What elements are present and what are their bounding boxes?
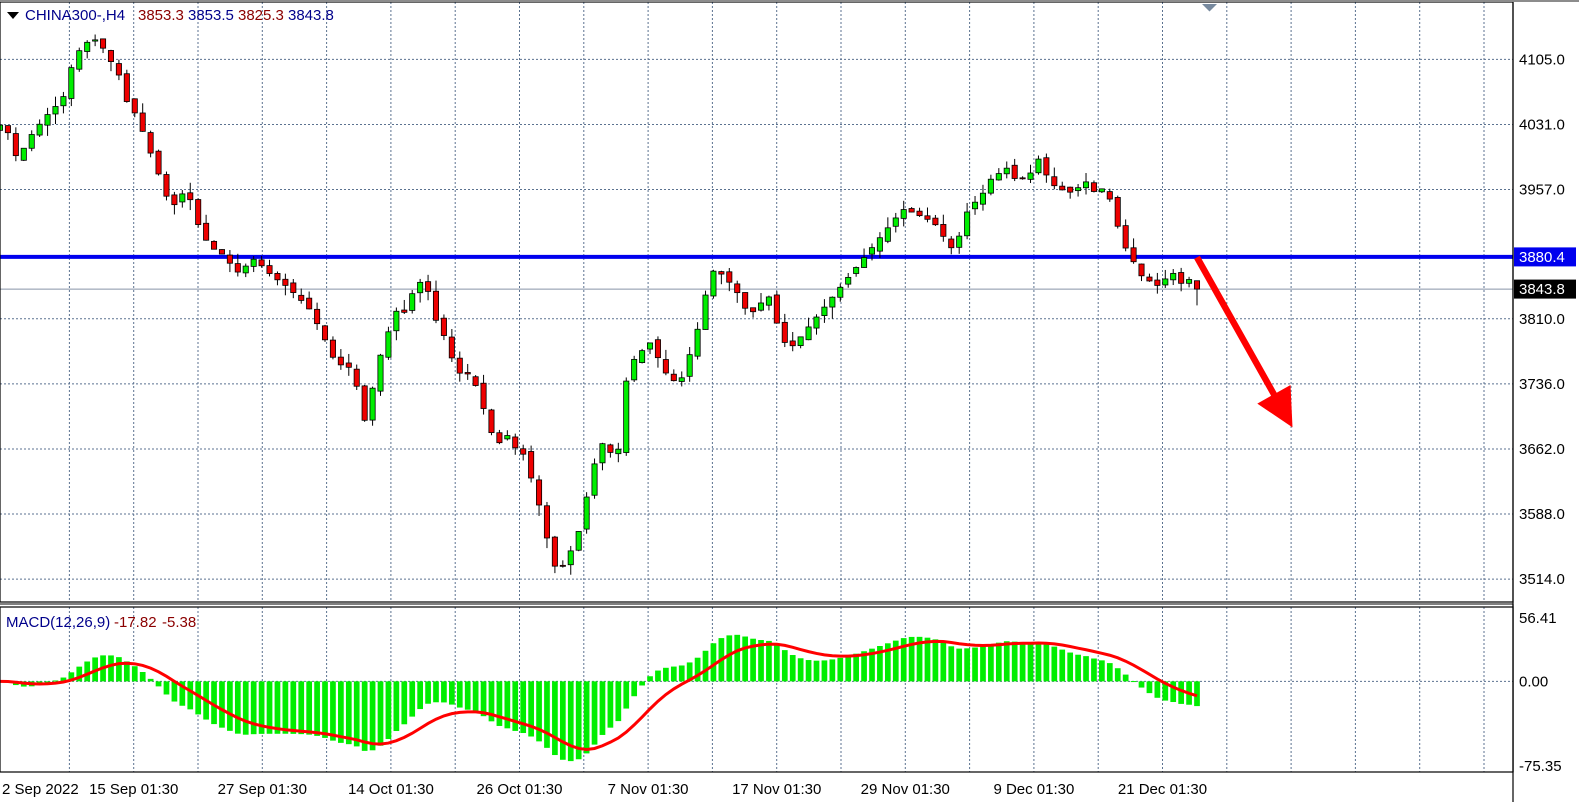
svg-text:0.00: 0.00 — [1519, 673, 1548, 690]
svg-text:-5.38: -5.38 — [162, 614, 196, 631]
svg-text:17 Nov 01:30: 17 Nov 01:30 — [732, 781, 821, 798]
svg-text:3810.0: 3810.0 — [1519, 311, 1565, 328]
svg-text:-17.82: -17.82 — [114, 614, 157, 631]
svg-text:7 Nov 01:30: 7 Nov 01:30 — [608, 781, 689, 798]
svg-text:3843.8: 3843.8 — [1519, 281, 1565, 298]
svg-text:3514.0: 3514.0 — [1519, 571, 1565, 588]
svg-text:3662.0: 3662.0 — [1519, 441, 1565, 458]
svg-text:56.41: 56.41 — [1519, 610, 1557, 627]
svg-text:CHINA300-,H4: CHINA300-,H4 — [25, 7, 125, 24]
svg-text:3853.5: 3853.5 — [188, 7, 234, 24]
svg-text:3853.3: 3853.3 — [138, 7, 184, 24]
svg-text:3736.0: 3736.0 — [1519, 376, 1565, 393]
svg-text:3880.4: 3880.4 — [1519, 249, 1565, 266]
svg-text:27 Sep 01:30: 27 Sep 01:30 — [218, 781, 307, 798]
svg-text:-75.35: -75.35 — [1519, 758, 1562, 775]
svg-text:MACD(12,26,9): MACD(12,26,9) — [6, 614, 110, 631]
svg-text:3825.3: 3825.3 — [238, 7, 284, 24]
svg-text:3588.0: 3588.0 — [1519, 506, 1565, 523]
svg-text:3843.8: 3843.8 — [288, 7, 334, 24]
svg-text:14 Oct 01:30: 14 Oct 01:30 — [348, 781, 434, 798]
svg-text:4031.0: 4031.0 — [1519, 116, 1565, 133]
svg-text:9 Dec 01:30: 9 Dec 01:30 — [993, 781, 1074, 798]
svg-text:3957.0: 3957.0 — [1519, 182, 1565, 199]
svg-text:15 Sep 01:30: 15 Sep 01:30 — [89, 781, 178, 798]
svg-text:4105.0: 4105.0 — [1519, 51, 1565, 68]
svg-text:2 Sep 2022: 2 Sep 2022 — [2, 781, 79, 798]
svg-text:29 Nov 01:30: 29 Nov 01:30 — [861, 781, 950, 798]
svg-text:26 Oct 01:30: 26 Oct 01:30 — [477, 781, 563, 798]
svg-text:21 Dec 01:30: 21 Dec 01:30 — [1118, 781, 1207, 798]
